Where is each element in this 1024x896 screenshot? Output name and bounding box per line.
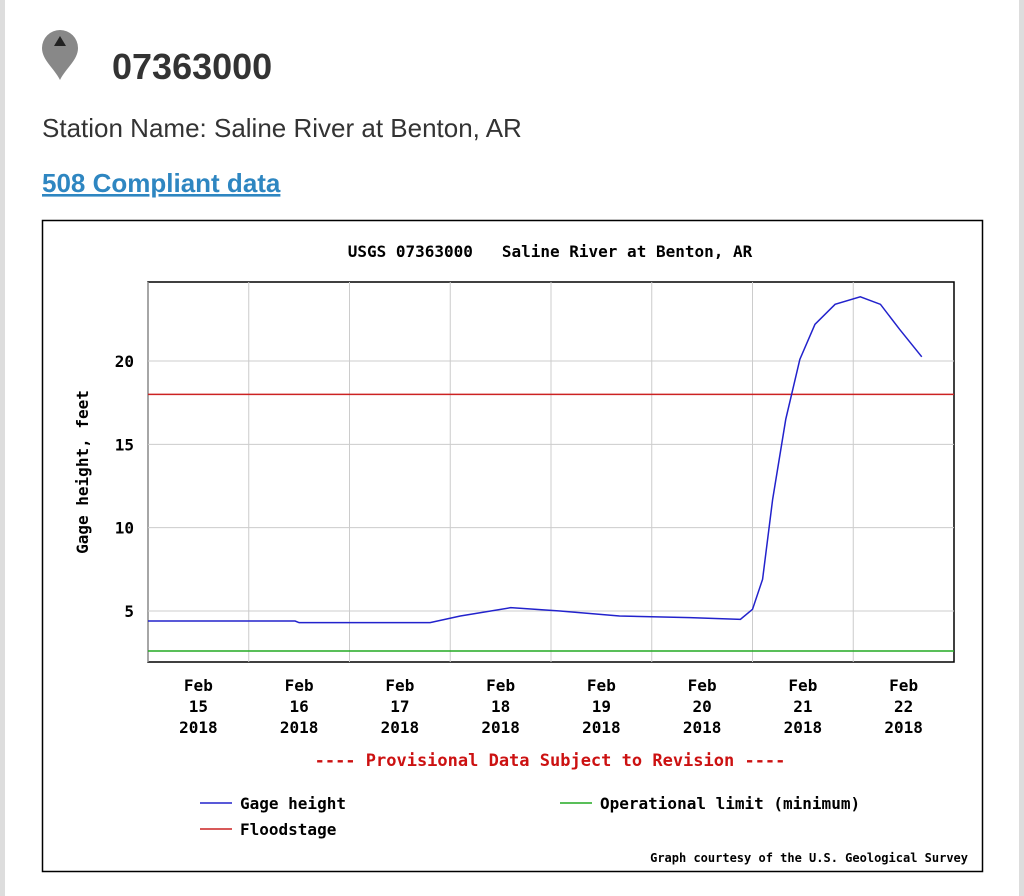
pin-icon — [42, 30, 78, 80]
x-tick-label: Feb 18 2018 — [481, 676, 520, 737]
x-tick-label: Feb 19 2018 — [582, 676, 621, 737]
y-tick-label: 15 — [115, 435, 134, 454]
x-tick-label: Feb 20 2018 — [682, 676, 722, 737]
legend-label: Operational limit (minimum) — [600, 794, 860, 813]
x-tick-label: Feb 15 2018 — [179, 676, 218, 737]
provisional-note: ---- Provisional Data Subject to Revisio… — [315, 751, 786, 771]
left-edge — [0, 0, 5, 896]
station-id: 07363000 — [112, 46, 272, 87]
gage-line — [148, 296, 923, 624]
y-axis-label: Gage height, feet — [73, 390, 92, 554]
y-tick-label: 10 — [115, 519, 134, 538]
y-tick-label: 5 — [124, 602, 134, 621]
legend-label: Floodstage — [240, 820, 336, 839]
chart-title: USGS 07363000 Saline River at Benton, AR — [348, 242, 753, 261]
x-tick-label: Feb 17 2018 — [380, 676, 420, 737]
legend-label: Gage height — [240, 794, 346, 813]
x-tick-label: Feb 22 2018 — [884, 676, 923, 737]
x-tick-label: Feb 21 2018 — [783, 676, 823, 737]
x-tick-label: Feb 16 2018 — [279, 676, 319, 737]
y-tick-label: 20 — [115, 352, 134, 371]
right-edge — [1019, 0, 1024, 896]
credit: Graph courtesy of the U.S. Geological Su… — [650, 851, 968, 865]
station-name: Station Name: Saline River at Benton, AR — [42, 113, 522, 143]
compliant-link[interactable]: 508 Compliant data — [42, 168, 281, 198]
